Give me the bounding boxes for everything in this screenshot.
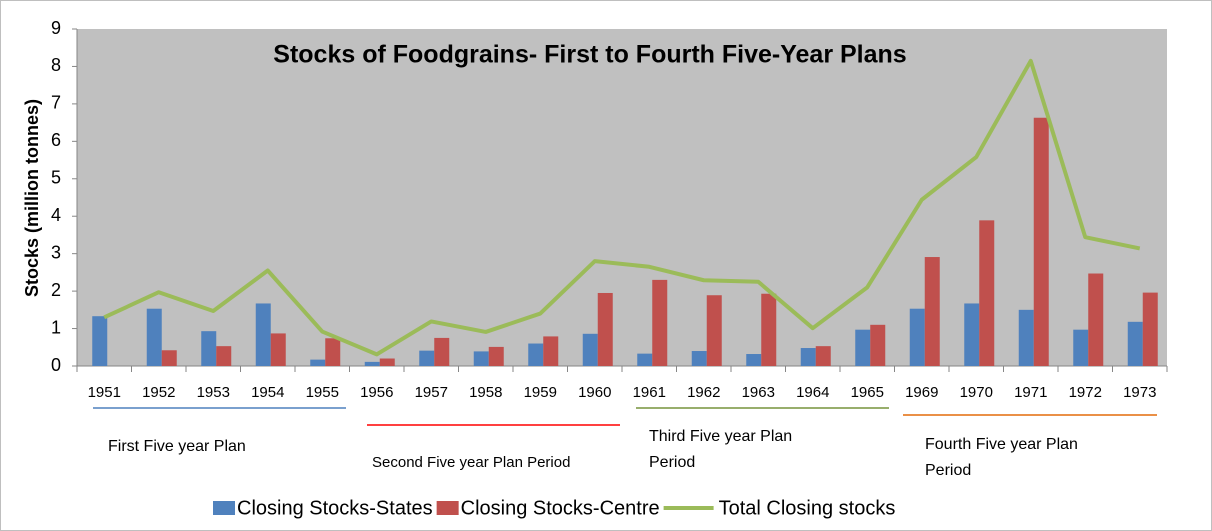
x-tick-label: 1972 bbox=[1069, 384, 1102, 401]
bar bbox=[364, 361, 380, 366]
chart-title: Stocks of Foodgrains- First to Fourth Fi… bbox=[273, 41, 906, 69]
bar bbox=[488, 346, 504, 366]
x-tick-label: 1957 bbox=[415, 384, 448, 401]
y-tick-label: 7 bbox=[51, 93, 61, 113]
legend-swatch bbox=[436, 501, 459, 515]
bar bbox=[597, 292, 613, 366]
bar bbox=[761, 293, 777, 366]
x-tick-label: 1958 bbox=[469, 384, 502, 401]
plan-label: Fourth Five year Plan Period bbox=[925, 436, 1078, 479]
y-tick-label: 2 bbox=[51, 280, 61, 300]
x-tick-label: 1951 bbox=[88, 384, 121, 401]
x-tick-label: 1953 bbox=[197, 384, 230, 401]
bar bbox=[270, 333, 286, 366]
x-tick-label: 1970 bbox=[960, 384, 993, 401]
bar bbox=[473, 351, 489, 366]
legend-label: Total Closing stocks bbox=[719, 497, 896, 519]
x-tick-label: 1952 bbox=[142, 384, 175, 401]
x-tick-label: 1973 bbox=[1123, 384, 1156, 401]
bar bbox=[325, 338, 341, 366]
bar bbox=[92, 316, 108, 366]
plan-label: First Five year Plan bbox=[108, 438, 246, 455]
bar bbox=[543, 336, 559, 366]
bar bbox=[746, 354, 762, 366]
y-tick-label: 6 bbox=[51, 130, 61, 150]
legend-label: Closing Stocks-States bbox=[237, 497, 433, 519]
bar bbox=[1018, 309, 1034, 366]
bar bbox=[652, 279, 668, 366]
bar bbox=[1073, 329, 1089, 366]
x-tick-label: 1964 bbox=[796, 384, 829, 401]
x-tick-label: 1961 bbox=[633, 384, 666, 401]
bar bbox=[964, 303, 980, 366]
x-tick-label: 1956 bbox=[360, 384, 393, 401]
bar bbox=[201, 331, 217, 366]
bar bbox=[582, 333, 598, 366]
bar bbox=[691, 351, 707, 366]
bar bbox=[255, 303, 271, 366]
bar bbox=[870, 324, 886, 366]
y-tick-label: 3 bbox=[51, 242, 61, 262]
plot-area bbox=[77, 29, 1167, 366]
line-series bbox=[103, 58, 1141, 357]
bar bbox=[310, 359, 326, 366]
x-tick-label: 1971 bbox=[1014, 384, 1047, 401]
bar bbox=[855, 329, 871, 366]
bar bbox=[161, 350, 177, 366]
y-tick-label: 8 bbox=[51, 55, 61, 75]
y-tick-label: 4 bbox=[51, 205, 61, 225]
bar bbox=[637, 353, 653, 366]
x-tick-label: 1962 bbox=[687, 384, 720, 401]
bar bbox=[528, 343, 544, 366]
bar bbox=[909, 308, 925, 366]
bar bbox=[800, 348, 816, 366]
x-tick-label: 1960 bbox=[578, 384, 611, 401]
plan-label: Third Five year Plan Period bbox=[649, 428, 793, 471]
x-tick-label: 1959 bbox=[524, 384, 557, 401]
bar bbox=[924, 257, 940, 366]
bar bbox=[1142, 292, 1158, 366]
y-tick-label: 5 bbox=[51, 168, 61, 188]
bar bbox=[434, 337, 450, 366]
x-tick-label: 1955 bbox=[306, 384, 339, 401]
x-tick-label: 1963 bbox=[742, 384, 775, 401]
legend-swatch bbox=[213, 501, 235, 515]
bar bbox=[216, 346, 232, 366]
legend-label: Closing Stocks-Centre bbox=[461, 497, 660, 519]
bar bbox=[419, 350, 435, 366]
bar bbox=[1088, 273, 1104, 366]
x-tick-label: 1954 bbox=[251, 384, 284, 401]
x-tick-label: 1965 bbox=[851, 384, 884, 401]
bar bbox=[815, 346, 831, 366]
bar bbox=[1033, 117, 1049, 366]
x-tick-label: 1969 bbox=[905, 384, 938, 401]
bar bbox=[706, 295, 722, 366]
y-axis-label: Stocks (million tonnes) bbox=[22, 99, 42, 297]
y-tick-label: 0 bbox=[51, 355, 61, 375]
y-tick-label: 9 bbox=[51, 18, 61, 38]
bar bbox=[1127, 321, 1143, 366]
bar bbox=[146, 308, 162, 366]
y-tick-label: 1 bbox=[51, 317, 61, 337]
bar bbox=[379, 358, 395, 366]
bar bbox=[979, 220, 995, 366]
plan-label: Second Five year Plan Period bbox=[372, 454, 571, 471]
